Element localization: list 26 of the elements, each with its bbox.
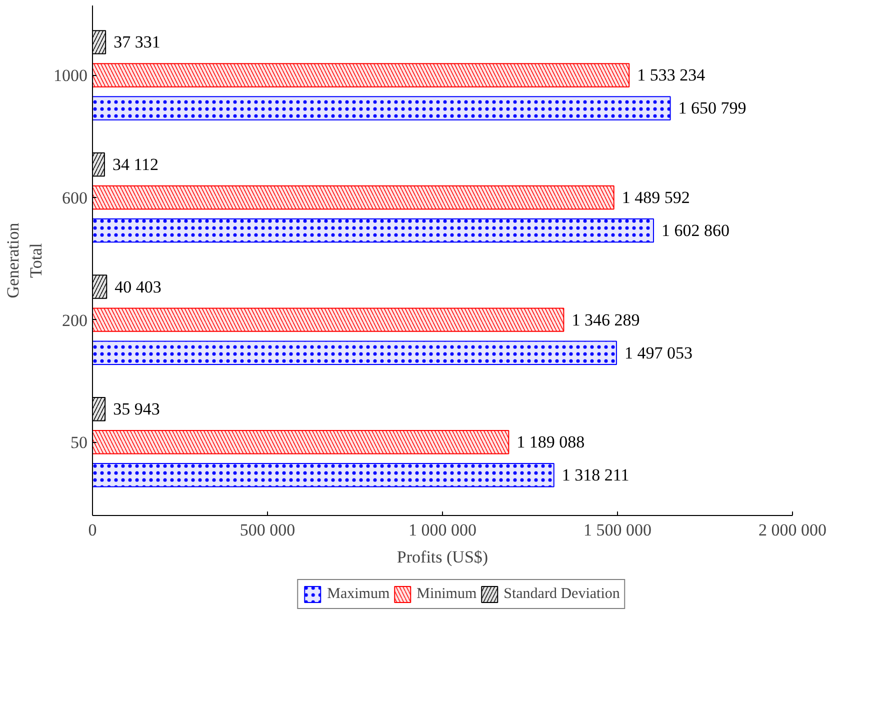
y-tick-label: 50 — [70, 433, 88, 452]
y-tick-label: 600 — [62, 188, 88, 208]
data-label: 40 403 — [114, 277, 162, 296]
x-axis-title: Profits (US$) — [396, 548, 488, 566]
legend-label: Minimum — [416, 586, 477, 602]
x-tick-label: 500 000 — [240, 520, 296, 540]
data-label: 1 318 211 — [562, 466, 630, 485]
x-tick-label: 1 000 000 — [408, 520, 476, 540]
data-label: 1 489 592 — [622, 188, 690, 208]
x-tick-label: 1 500 000 — [584, 520, 652, 540]
data-label: 1 189 088 — [516, 432, 585, 452]
data-label: 1 533 234 — [637, 66, 706, 85]
data-label: 37 331 — [114, 32, 160, 52]
data-label: 1 346 289 — [572, 310, 640, 330]
data-label: 1 497 053 — [624, 343, 692, 362]
x-tick-label: 0 — [88, 520, 97, 540]
legend-label: Maximum — [327, 586, 390, 602]
data-label: 1 650 799 — [678, 98, 746, 118]
y-axis-title: Generation Total — [4, 222, 46, 298]
legend-label: Standard Deviation — [504, 586, 620, 602]
x-tick-label: 2 000 000 — [758, 520, 826, 540]
y-tick-label: 1000 — [54, 66, 88, 86]
data-label: 34 112 — [112, 154, 159, 174]
data-label: 1 602 860 — [662, 221, 730, 240]
data-label: 35 943 — [113, 400, 160, 419]
y-tick-label: 200 — [62, 310, 88, 330]
